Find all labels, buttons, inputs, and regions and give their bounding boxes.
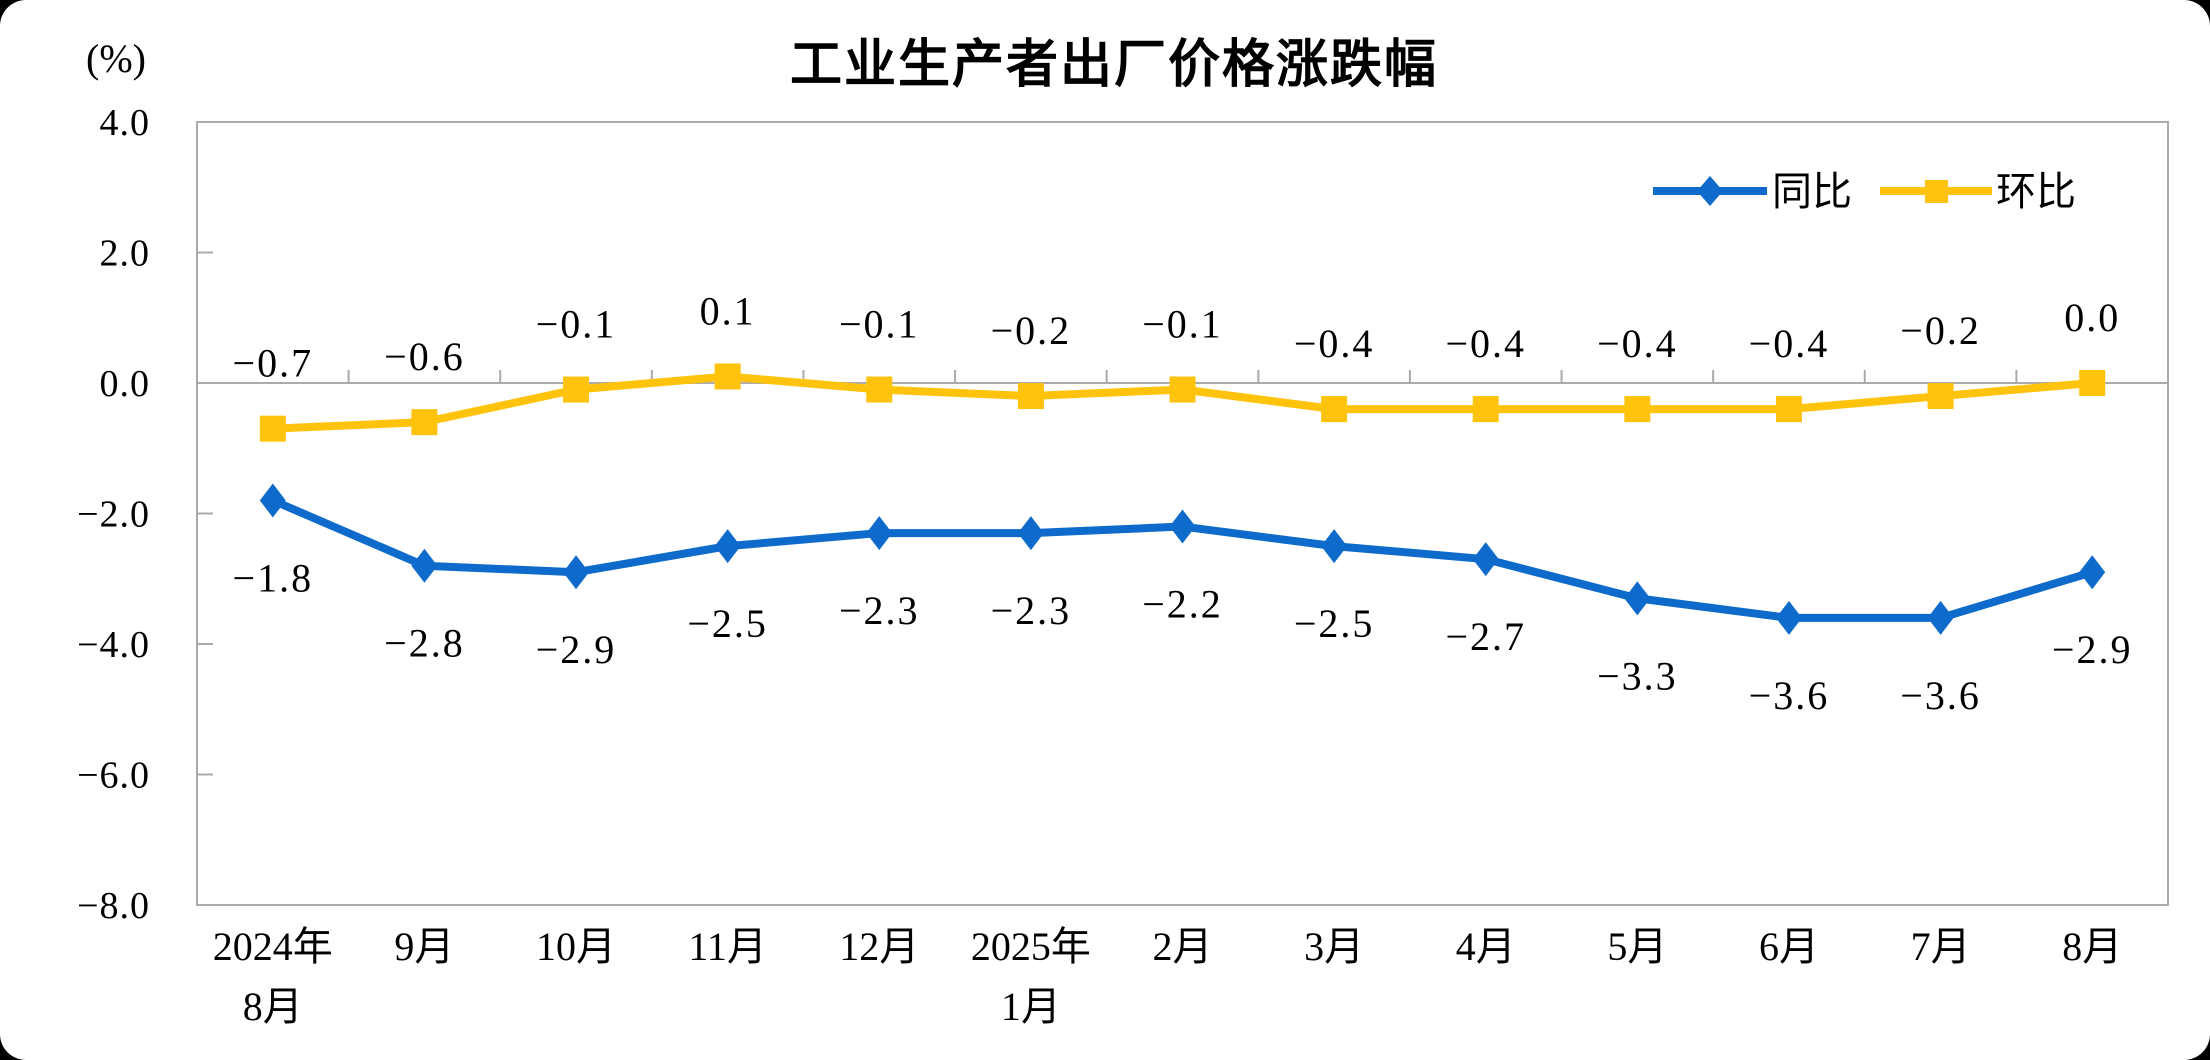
data-label: −2.3	[839, 588, 920, 633]
data-point-diamond	[866, 516, 893, 551]
series-同比: −1.8 −2.8 −2.9 −2.5 −2.3 −2.3 −2.2 −2.5 −2.7 −3.3…	[233, 483, 2133, 718]
data-label: −2.5	[1294, 601, 1375, 646]
data-point-diamond	[1775, 600, 1802, 635]
x-axis-category-label: 2月	[1153, 924, 1213, 969]
x-axis-category-label: 1月	[1001, 984, 1061, 1029]
data-point-square	[1017, 383, 1044, 410]
data-point-square	[1321, 396, 1348, 423]
x-axis-category-label: 4月	[1456, 924, 1516, 969]
y-axis-tick-label: −6.0	[77, 755, 150, 797]
series-环比: −0.7 −0.6 −0.1 0.1 −0.1 −0.2 −0.1 −0.4 −0.4 −0.4 −…	[233, 288, 2120, 442]
x-axis-category-label: 3月	[1304, 924, 1364, 969]
x-axis-category-label: 10月	[536, 924, 616, 969]
yoy-legend-label: 同比	[1772, 170, 1852, 214]
data-label: −1.8	[233, 555, 314, 600]
data-point-diamond	[563, 555, 590, 590]
legend: 同比 环比	[1653, 170, 2076, 214]
data-label: −0.4	[1749, 321, 1830, 366]
data-label: −0.6	[384, 334, 465, 379]
data-label: −2.9	[2052, 627, 2133, 672]
data-label: −0.1	[839, 302, 920, 347]
data-point-diamond	[1624, 581, 1651, 616]
y-axis-tick-label: −4.0	[77, 624, 150, 666]
data-point-square	[1472, 396, 1499, 423]
legend-item-mom: 环比	[1880, 170, 2076, 214]
data-label: −0.4	[1294, 321, 1375, 366]
x-axis-category-label: 11月	[688, 924, 767, 969]
data-label: −0.7	[233, 341, 314, 386]
data-point-diamond	[411, 548, 438, 583]
x-axis-category-label: 5月	[1607, 924, 1667, 969]
data-point-square	[1775, 396, 1802, 423]
x-axis-category-label: 2025年	[971, 924, 1091, 969]
data-label: −3.3	[1597, 653, 1678, 698]
data-point-diamond	[714, 529, 741, 564]
data-label: −0.1	[536, 302, 617, 347]
y-axis: 4.0 2.0 0.0 −2.0 −4.0 −6.0 −8.0	[77, 102, 213, 927]
data-point-square	[1624, 396, 1651, 423]
data-label: −2.3	[991, 588, 1072, 633]
x-axis-category-label: 6月	[1759, 924, 1819, 969]
x-axis-category-label: 9月	[394, 924, 454, 969]
data-point-diamond	[1169, 509, 1196, 544]
x-axis-category-label: 8月	[243, 984, 303, 1029]
data-point-square	[1927, 383, 1954, 410]
data-point-square	[866, 376, 893, 403]
data-label: 0.1	[700, 288, 756, 333]
plot-area: 4.0 2.0 0.0 −2.0 −4.0 −6.0 −8.0 2024年 8月 9月 10月 11月…	[77, 102, 2169, 1029]
data-label: −2.5	[687, 601, 768, 646]
square-icon	[1925, 180, 1948, 203]
data-point-diamond	[1321, 529, 1348, 564]
data-label: −0.4	[1445, 321, 1526, 366]
y-axis-tick-label: −8.0	[77, 885, 150, 927]
y-axis-unit-label: (%)	[86, 36, 146, 81]
y-axis-tick-label: 0.0	[100, 363, 151, 405]
data-label: −0.2	[991, 308, 1072, 353]
data-label: −2.8	[384, 621, 465, 666]
data-label: −3.6	[1749, 673, 1830, 718]
diamond-icon	[1697, 176, 1723, 206]
data-point-square	[259, 415, 286, 442]
data-point-square	[563, 376, 590, 403]
data-label: −0.2	[1900, 308, 1981, 353]
data-label: −2.9	[536, 627, 617, 672]
x-axis-labels: 2024年 8月 9月 10月 11月 12月 2025年 1月 2月 3月 4月 5月 6月 7月 8月	[213, 924, 2122, 1029]
data-point-diamond	[1472, 542, 1499, 577]
x-axis-category-label: 2024年	[213, 924, 333, 969]
data-label: −3.6	[1900, 673, 1981, 718]
data-label: −2.7	[1445, 614, 1526, 659]
legend-item-yoy: 同比	[1653, 170, 1852, 214]
data-point-square	[1169, 376, 1196, 403]
mom-legend-label: 环比	[1996, 170, 2076, 214]
data-label: 0.0	[2064, 295, 2120, 340]
data-point-square	[2079, 370, 2106, 396]
data-label: −0.4	[1597, 321, 1678, 366]
y-axis-tick-label: −2.0	[77, 494, 150, 536]
data-point-diamond	[1017, 516, 1044, 551]
data-point-diamond	[259, 483, 286, 518]
y-axis-tick-label: 2.0	[100, 233, 151, 275]
chart-title: 工业生产者出厂价格涨跌幅	[790, 36, 1438, 94]
x-axis-category-label: 8月	[2062, 924, 2122, 969]
x-axis-category-label: 12月	[839, 924, 919, 969]
data-label: −0.1	[1142, 302, 1223, 347]
data-point-square	[411, 409, 438, 436]
x-axis-category-label: 7月	[1911, 924, 1971, 969]
data-label: −2.2	[1142, 582, 1223, 627]
y-axis-tick-label: 4.0	[100, 102, 151, 144]
data-point-diamond	[2079, 555, 2106, 590]
data-point-diamond	[1927, 600, 1954, 635]
data-point-square	[714, 363, 741, 390]
